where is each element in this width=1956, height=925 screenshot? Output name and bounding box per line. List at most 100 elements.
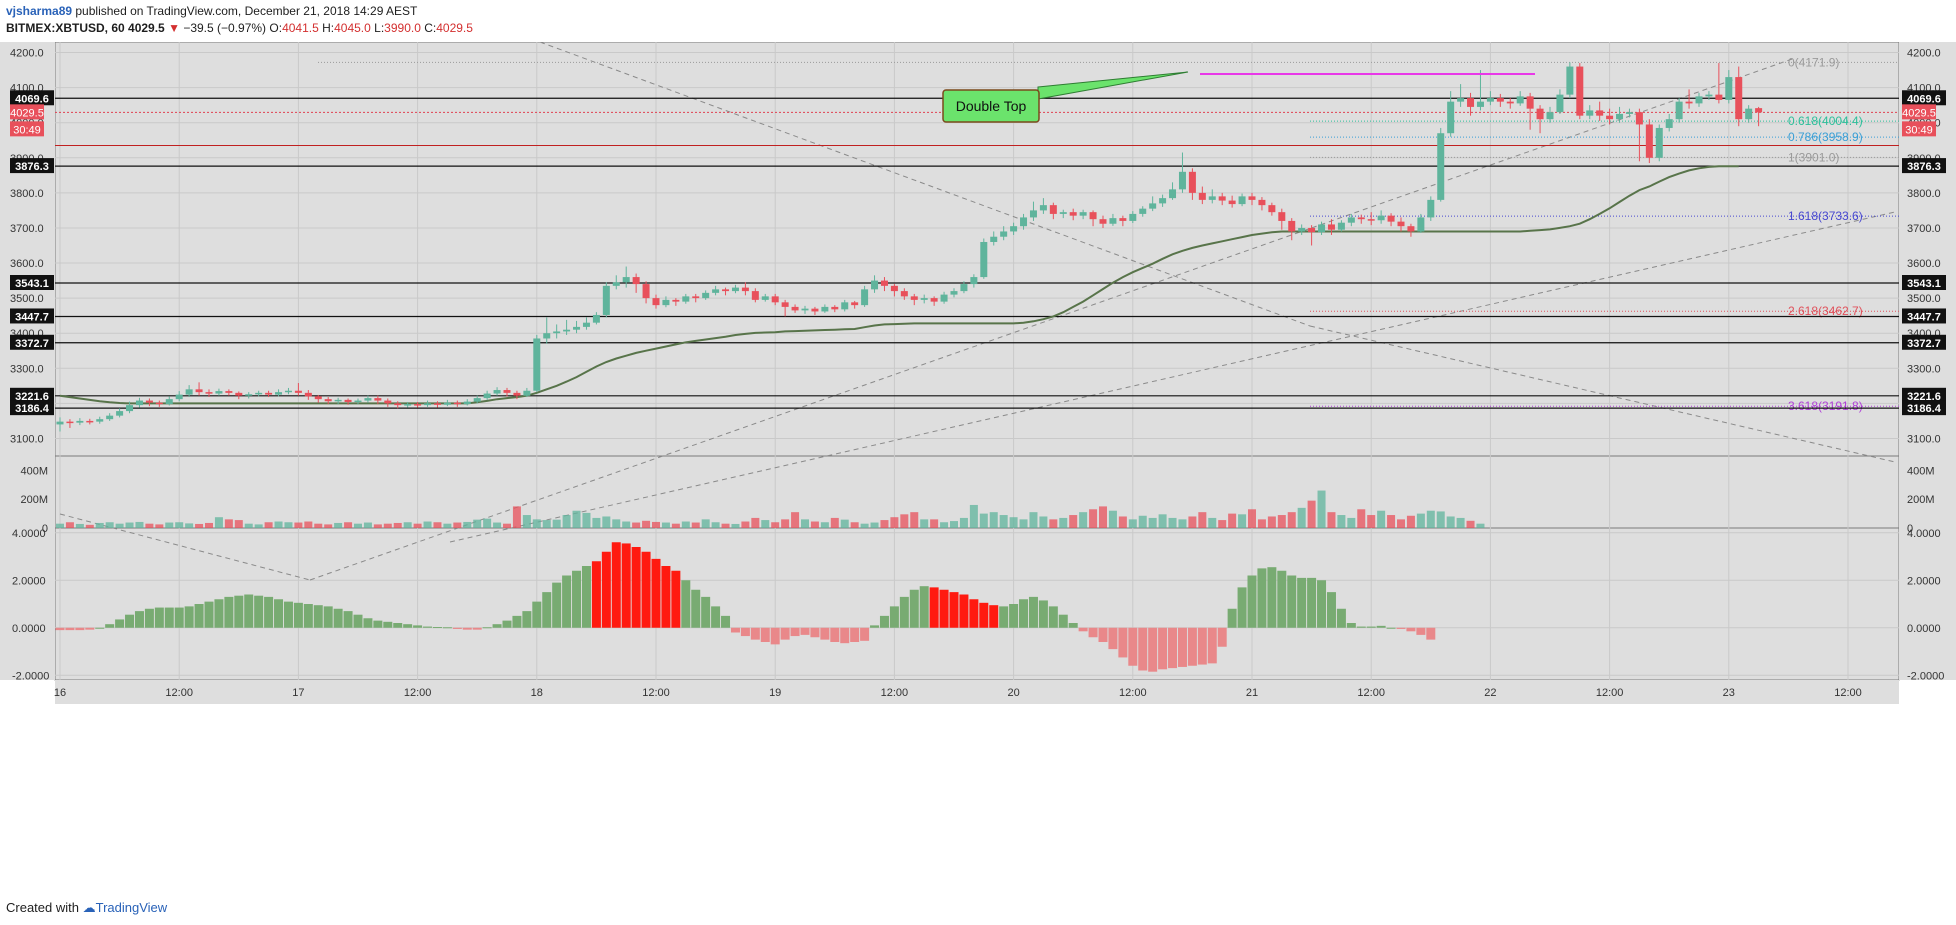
volume-bar (761, 520, 770, 528)
osc-bar (949, 592, 959, 628)
volume-bar (1009, 517, 1018, 528)
osc-tick-right: 2.0000 (1907, 575, 1941, 587)
osc-bar (750, 627, 760, 640)
osc-bar (760, 627, 770, 642)
osc-bar (1247, 575, 1257, 628)
candle-body (1745, 108, 1753, 120)
volume-bar (652, 521, 660, 528)
candle-body (890, 285, 898, 292)
chart-svg[interactable]: 3100.03100.03200.03200.03300.03300.03400… (0, 42, 1956, 894)
osc-bar (860, 627, 870, 641)
osc-tick-left: 4.0000 (12, 528, 46, 540)
author-link[interactable]: vjsharma89 (6, 4, 73, 18)
candle-body (990, 236, 998, 242)
volume-bar (950, 521, 958, 528)
candle-body (424, 403, 432, 406)
candle-body (334, 399, 342, 402)
candle-body (1536, 108, 1544, 120)
volume-bar (731, 523, 740, 528)
level-tag-left-text: 4069.6 (15, 93, 49, 105)
level-tag-right (1902, 308, 1946, 324)
volume-bar (1337, 515, 1346, 528)
osc-bar (214, 599, 224, 628)
osc-bar (899, 596, 909, 628)
footer: Created with ☁TradingView (6, 900, 167, 916)
level-tag-right (1902, 158, 1946, 174)
volume-bar (1188, 516, 1197, 528)
candle-body (116, 411, 124, 416)
candle-body (294, 390, 302, 393)
candle-body (1546, 112, 1554, 120)
level-tag-left (10, 274, 54, 290)
osc-bar (194, 604, 204, 628)
time-tick-label: 12:00 (881, 687, 909, 699)
candle-body (1367, 219, 1375, 221)
right-axis-bg (1899, 42, 1956, 680)
osc-bar (572, 570, 582, 628)
candle-body (96, 419, 104, 422)
osc-bar (691, 589, 701, 628)
candle-body (1655, 127, 1663, 158)
candle-body (1208, 196, 1216, 200)
volume-bar (1277, 515, 1286, 528)
volume-bar (254, 524, 263, 528)
osc-tick-left: 0.0000 (12, 623, 46, 635)
volume-bar (622, 521, 631, 528)
oscillator-histogram (55, 542, 1436, 672)
last-price: 4029.5 (128, 21, 165, 35)
candle-body (811, 308, 819, 312)
volume-bar (453, 522, 462, 528)
candle-body (463, 401, 471, 405)
osc-bar (413, 625, 423, 628)
price-tick-left: 3300.0 (10, 363, 44, 375)
osc-bar (283, 601, 293, 628)
osc-bar (651, 558, 661, 628)
level-tag-left (10, 90, 54, 106)
candle-body (761, 296, 769, 300)
candle-body (1318, 224, 1326, 233)
osc-bar (879, 615, 889, 628)
volume-bar (860, 523, 869, 528)
volume-bar (1168, 517, 1177, 528)
candle-body (801, 308, 809, 311)
osc-bar (502, 620, 512, 628)
volume-bar (612, 519, 621, 528)
candle-body (1645, 124, 1653, 158)
osc-bar (889, 606, 899, 628)
volume-bar (930, 519, 939, 528)
volume-bar (483, 518, 492, 528)
osc-bar (353, 614, 363, 628)
candle-body (1377, 215, 1385, 221)
volume-tick-left: 200M (20, 494, 48, 506)
volume-bar (1466, 520, 1475, 528)
candle-body (642, 284, 650, 299)
osc-bar (1177, 627, 1187, 667)
osc-bar (472, 627, 482, 630)
osc-bar (641, 551, 651, 628)
volume-tick-left: 400M (20, 465, 48, 477)
candle-body (1576, 66, 1584, 116)
candle-body (1665, 119, 1673, 128)
volume-bar (1178, 519, 1187, 528)
candle-body (314, 396, 322, 400)
osc-bar (164, 607, 174, 628)
time-tick-label: 23 (1723, 687, 1735, 699)
osc-bar (343, 611, 353, 628)
candle-body (1556, 94, 1564, 113)
candle-body (1258, 199, 1266, 206)
osc-bar (134, 611, 144, 628)
osc-bar (1028, 596, 1038, 628)
osc-bar (909, 589, 919, 628)
osc-bar (432, 627, 442, 629)
tradingview-link[interactable]: TradingView (95, 900, 168, 915)
candle-body (1725, 77, 1733, 100)
low-value: 3990.0 (384, 21, 421, 35)
volume-bar (205, 522, 213, 528)
volume-bar (989, 512, 998, 528)
osc-bar (144, 608, 154, 628)
osc-bar (1108, 627, 1118, 650)
volume-bar (1089, 509, 1098, 528)
price-tick-left: 3600.0 (10, 258, 44, 270)
candle-body (1298, 227, 1306, 232)
volume-bar (354, 523, 362, 528)
